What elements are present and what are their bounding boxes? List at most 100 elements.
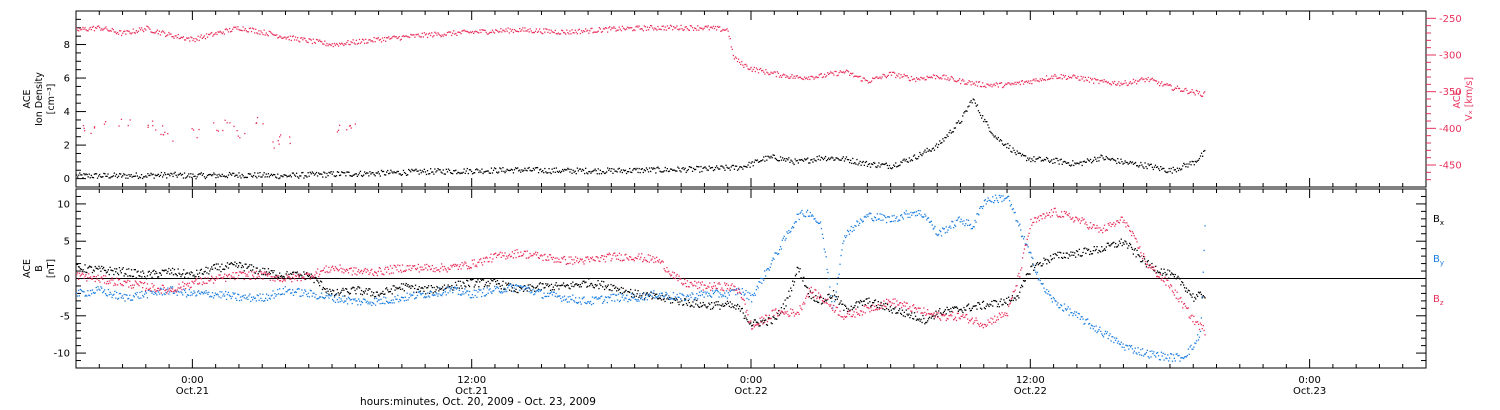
by-point xyxy=(1117,340,1120,342)
by-point xyxy=(751,301,753,303)
bz-point xyxy=(164,289,166,292)
bx-point xyxy=(209,270,211,272)
by-point xyxy=(208,291,210,293)
by-point xyxy=(352,298,354,300)
vx-point xyxy=(721,30,723,32)
vx-point xyxy=(903,73,905,75)
density-point xyxy=(1203,150,1205,152)
by-point xyxy=(449,290,451,292)
density-point xyxy=(180,174,182,176)
vx-point xyxy=(1081,78,1083,80)
bx-point xyxy=(753,319,756,321)
bz-point xyxy=(123,280,125,282)
bx-point xyxy=(633,296,635,298)
density-point xyxy=(973,99,975,101)
bx-point xyxy=(751,324,754,327)
bx-point xyxy=(534,290,536,292)
bx-point xyxy=(406,285,408,287)
vx-point xyxy=(124,30,126,32)
by-point xyxy=(1112,336,1114,338)
bx-point xyxy=(424,286,426,288)
bx-point xyxy=(722,303,724,305)
by-point xyxy=(408,297,410,299)
vx-point xyxy=(110,30,112,32)
density-point xyxy=(956,122,959,124)
bx-point xyxy=(889,306,891,308)
by-point xyxy=(681,293,683,295)
by-point xyxy=(653,290,655,292)
density-point xyxy=(1173,169,1175,171)
density-point xyxy=(260,176,262,178)
vx-point xyxy=(440,36,442,38)
vx-point xyxy=(876,76,878,78)
bz-point xyxy=(277,278,279,280)
bx-point xyxy=(808,296,810,298)
density-point xyxy=(1008,147,1010,149)
bx-point xyxy=(860,301,863,303)
vx-point xyxy=(236,28,238,30)
density-point xyxy=(692,167,695,170)
by-point xyxy=(163,293,165,295)
by-point xyxy=(724,295,727,298)
vx-point xyxy=(1111,81,1114,83)
vx-point xyxy=(208,33,210,36)
density-point xyxy=(506,168,508,170)
by-point xyxy=(316,298,318,300)
vx-point xyxy=(78,30,80,32)
by-point xyxy=(311,295,313,297)
bx-point xyxy=(617,289,620,291)
bx-point xyxy=(239,262,242,264)
vx-point xyxy=(999,82,1002,84)
vx-point xyxy=(1033,78,1035,80)
bx-point xyxy=(230,262,232,264)
vx-point xyxy=(806,77,808,79)
density-point xyxy=(1183,162,1185,165)
density-point xyxy=(575,173,577,175)
vx-point xyxy=(1082,76,1084,78)
bx-point xyxy=(590,282,593,285)
by-point xyxy=(122,297,124,299)
vx-point xyxy=(359,42,362,44)
density-point xyxy=(349,174,351,177)
by-point xyxy=(1162,352,1164,354)
vx-point xyxy=(567,32,569,34)
vx-point xyxy=(457,31,459,33)
density-point xyxy=(730,166,732,168)
bx-point xyxy=(436,285,438,288)
density-point xyxy=(377,171,379,173)
vx-point xyxy=(694,27,696,29)
bz-point xyxy=(192,281,194,283)
by-point xyxy=(1047,293,1049,295)
density-point xyxy=(136,175,138,177)
bx-point xyxy=(1160,268,1162,270)
vx-point xyxy=(215,32,217,34)
density-point xyxy=(1131,161,1134,163)
vx-point xyxy=(904,75,906,77)
density-point xyxy=(320,173,322,175)
density-point xyxy=(489,172,491,174)
density-point xyxy=(252,176,254,178)
field-axis-label-line: ACE xyxy=(22,259,33,278)
bx-point xyxy=(637,290,639,292)
vx-point xyxy=(322,43,324,45)
vx-point xyxy=(909,80,911,82)
vx-point xyxy=(782,74,784,76)
by-point xyxy=(1185,356,1188,358)
density-point xyxy=(422,171,424,173)
vx-point xyxy=(1144,81,1146,83)
bx-point xyxy=(908,313,910,315)
bx-point xyxy=(1145,266,1148,268)
bx-point xyxy=(621,292,623,295)
by-point xyxy=(805,211,808,213)
density-point xyxy=(1027,157,1029,159)
density-point xyxy=(616,171,618,173)
bx-point xyxy=(106,271,108,273)
density-point xyxy=(801,159,804,161)
vx-point xyxy=(755,67,758,69)
density-point xyxy=(1044,159,1047,161)
density-point xyxy=(832,157,834,159)
vx-point xyxy=(1076,77,1078,79)
by-point xyxy=(949,225,951,227)
by-point xyxy=(994,200,996,202)
bz-point xyxy=(108,280,110,282)
